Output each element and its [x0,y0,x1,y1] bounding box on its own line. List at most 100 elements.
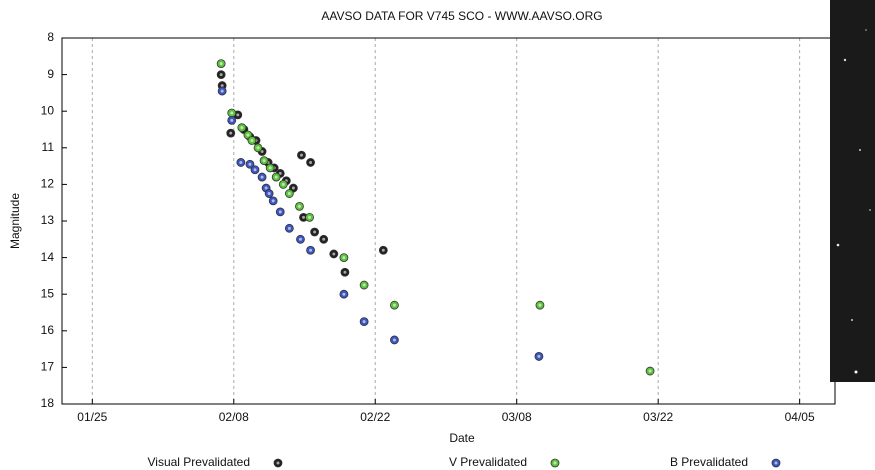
data-point [271,172,281,182]
x-tick-label: 02/22 [360,410,390,424]
marker-core [342,256,346,260]
data-point [265,163,275,173]
marker-core [256,146,260,150]
data-point [306,245,315,255]
data-point [236,158,246,167]
x-tick-label: 04/05 [785,410,815,424]
marker-core [313,230,317,234]
y-tick-label: 11 [42,140,55,154]
data-point [245,159,255,169]
data-point [295,201,304,211]
y-axis-label: Magnitude [8,193,22,249]
data-point [535,300,545,310]
marker-core [220,84,224,88]
marker-core [362,320,366,324]
y-tick-label: 17 [41,360,55,374]
marker-core [392,338,396,342]
data-point [216,70,226,79]
x-axis-label: Date [449,431,475,445]
x-tick-label: 02/08 [219,410,249,424]
star-image [830,0,875,382]
marker-core [236,113,240,117]
data-point [296,234,305,244]
y-tick-label: 18 [41,396,55,410]
y-tick-label: 14 [41,250,55,264]
data-point [340,267,350,277]
marker-core [308,215,312,219]
marker-core [267,192,271,196]
data-point [250,165,260,175]
y-tick-label: 8 [47,30,54,44]
marker-core [240,126,244,130]
data-point [227,108,237,118]
marker-core [239,160,243,164]
marker-core [322,237,326,241]
y-tick-label: 10 [41,103,55,117]
marker-core [260,175,264,179]
marker-core [274,175,278,179]
marker-core [220,89,224,93]
data-point [359,317,369,327]
data-point [227,115,237,125]
marker-core [537,354,541,358]
marker-core [229,131,233,135]
data-point [247,136,257,145]
data-point [310,227,320,237]
marker-core [278,210,282,214]
marker-core [230,118,234,122]
legend-label: V Prevalidated [449,455,527,469]
marker-core [219,62,223,66]
x-tick-label: 03/22 [643,410,673,424]
marker-core [299,153,303,157]
data-point [645,366,655,376]
data-point [534,352,544,361]
marker-core [332,252,336,256]
marker-core [309,160,313,164]
data-point [268,196,278,206]
marker-core [253,168,257,172]
marker-core [262,159,266,163]
marker-core [276,461,280,465]
data-point [216,59,226,69]
marker-core [342,292,346,296]
legend-label: B Prevalidated [670,455,748,469]
data-point [319,234,329,244]
data-point [284,189,294,198]
marker-core [264,186,268,190]
data-point [378,245,388,255]
marker-core [774,461,778,465]
marker-core [553,461,557,465]
data-point [390,335,399,345]
data-point [305,212,314,222]
marker-core [230,111,234,115]
marker-core [219,73,223,77]
data-point [259,156,269,166]
marker-core [287,192,291,196]
data-point [217,86,227,96]
data-point [257,172,267,182]
marker-core [392,303,396,307]
marker-core [297,204,301,208]
y-tick-label: 9 [47,67,54,81]
marker-core [246,133,250,137]
data-point [226,128,236,138]
data-point [284,223,294,233]
data-point [339,289,349,299]
marker-core [301,215,305,219]
marker-core [268,166,272,170]
marker-core [291,186,295,190]
data-point [306,158,315,167]
x-tick-label: 01/25 [77,410,107,424]
x-tick-label: 03/08 [502,410,532,424]
marker-core [309,248,313,252]
data-point [237,123,247,133]
legend-label: Visual Prevalidated [147,455,250,469]
marker-core [281,182,285,186]
marker-core [287,226,291,230]
legend-marker [550,458,560,468]
marker-core [271,199,275,203]
marker-core [298,237,302,241]
marker-core [648,369,652,373]
data-point [339,253,349,263]
